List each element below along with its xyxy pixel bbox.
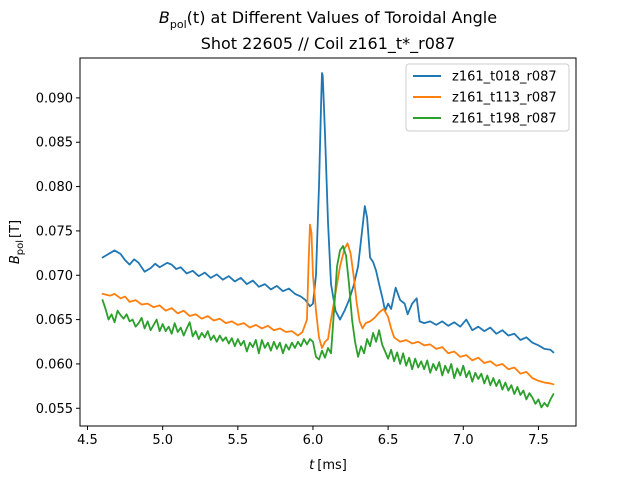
plot-area (79, 57, 577, 427)
x-tick-label: 6.0 (303, 433, 324, 448)
y-axis-variable-subscript: pol (15, 240, 26, 255)
legend-entries: z161_t018_r087 z161_t113_r087 z161_t198_r0… (413, 70, 557, 127)
y-tick-label: 0.085 (36, 136, 73, 151)
y-tick-label: 0.065 (36, 313, 73, 328)
chart-subtitle: Shot 22605 // Coil z161_t*_r087 (201, 34, 456, 54)
series-line-z161_t198_r087 (101, 245, 555, 409)
y-tick-label: 0.080 (36, 180, 73, 195)
y-axis-ticks: 0.055 0.060 0.065 0.070 0.075 0.080 0.085 0.090 (36, 91, 80, 417)
y-axis-unit: [T] (8, 220, 23, 238)
y-tick-label: 0.060 (36, 357, 73, 372)
plot-frame (79, 57, 577, 427)
title-rest: at Different Values of Toroidal Angle (205, 8, 497, 27)
chart-title: Bpol(t) at Different Values of Toroidal … (159, 8, 497, 31)
x-tick-label: 7.5 (528, 433, 549, 448)
title-argument: (t) (187, 8, 206, 27)
series-line-z161_t018_r087 (101, 72, 555, 354)
x-tick-label: 5.0 (152, 433, 173, 448)
y-axis-label: Bpol [T] (8, 220, 26, 264)
x-tick-label: 5.5 (227, 433, 248, 448)
y-tick-label: 0.070 (36, 269, 73, 284)
title-symbol: B (159, 8, 170, 27)
y-tick-label: 0.090 (36, 91, 73, 106)
series-line-z161_t113_r087 (101, 223, 555, 386)
x-axis-unit: [ms] (317, 458, 347, 473)
y-tick-label: 0.055 (36, 402, 73, 417)
legend-label: z161_t018_r087 (452, 70, 557, 85)
x-tick-label: 4.5 (77, 433, 98, 448)
x-axis-ticks: 4.5 5.0 5.5 6.0 6.5 7.0 7.5 (77, 426, 549, 448)
x-tick-label: 7.0 (453, 433, 474, 448)
legend-label: z161_t198_r087 (452, 112, 557, 127)
title-symbol-subscript: pol (170, 18, 187, 31)
series-layer (101, 72, 555, 409)
x-axis-label: t [ms] (309, 458, 347, 473)
y-tick-label: 0.075 (36, 224, 73, 239)
legend: z161_t018_r087 z161_t113_r087 z161_t198_r0… (405, 63, 570, 132)
legend-box (405, 63, 570, 132)
legend-label: z161_t113_r087 (452, 91, 557, 106)
y-axis-variable: B (8, 255, 23, 264)
x-tick-label: 6.5 (378, 433, 399, 448)
x-axis-variable: t (309, 458, 315, 473)
